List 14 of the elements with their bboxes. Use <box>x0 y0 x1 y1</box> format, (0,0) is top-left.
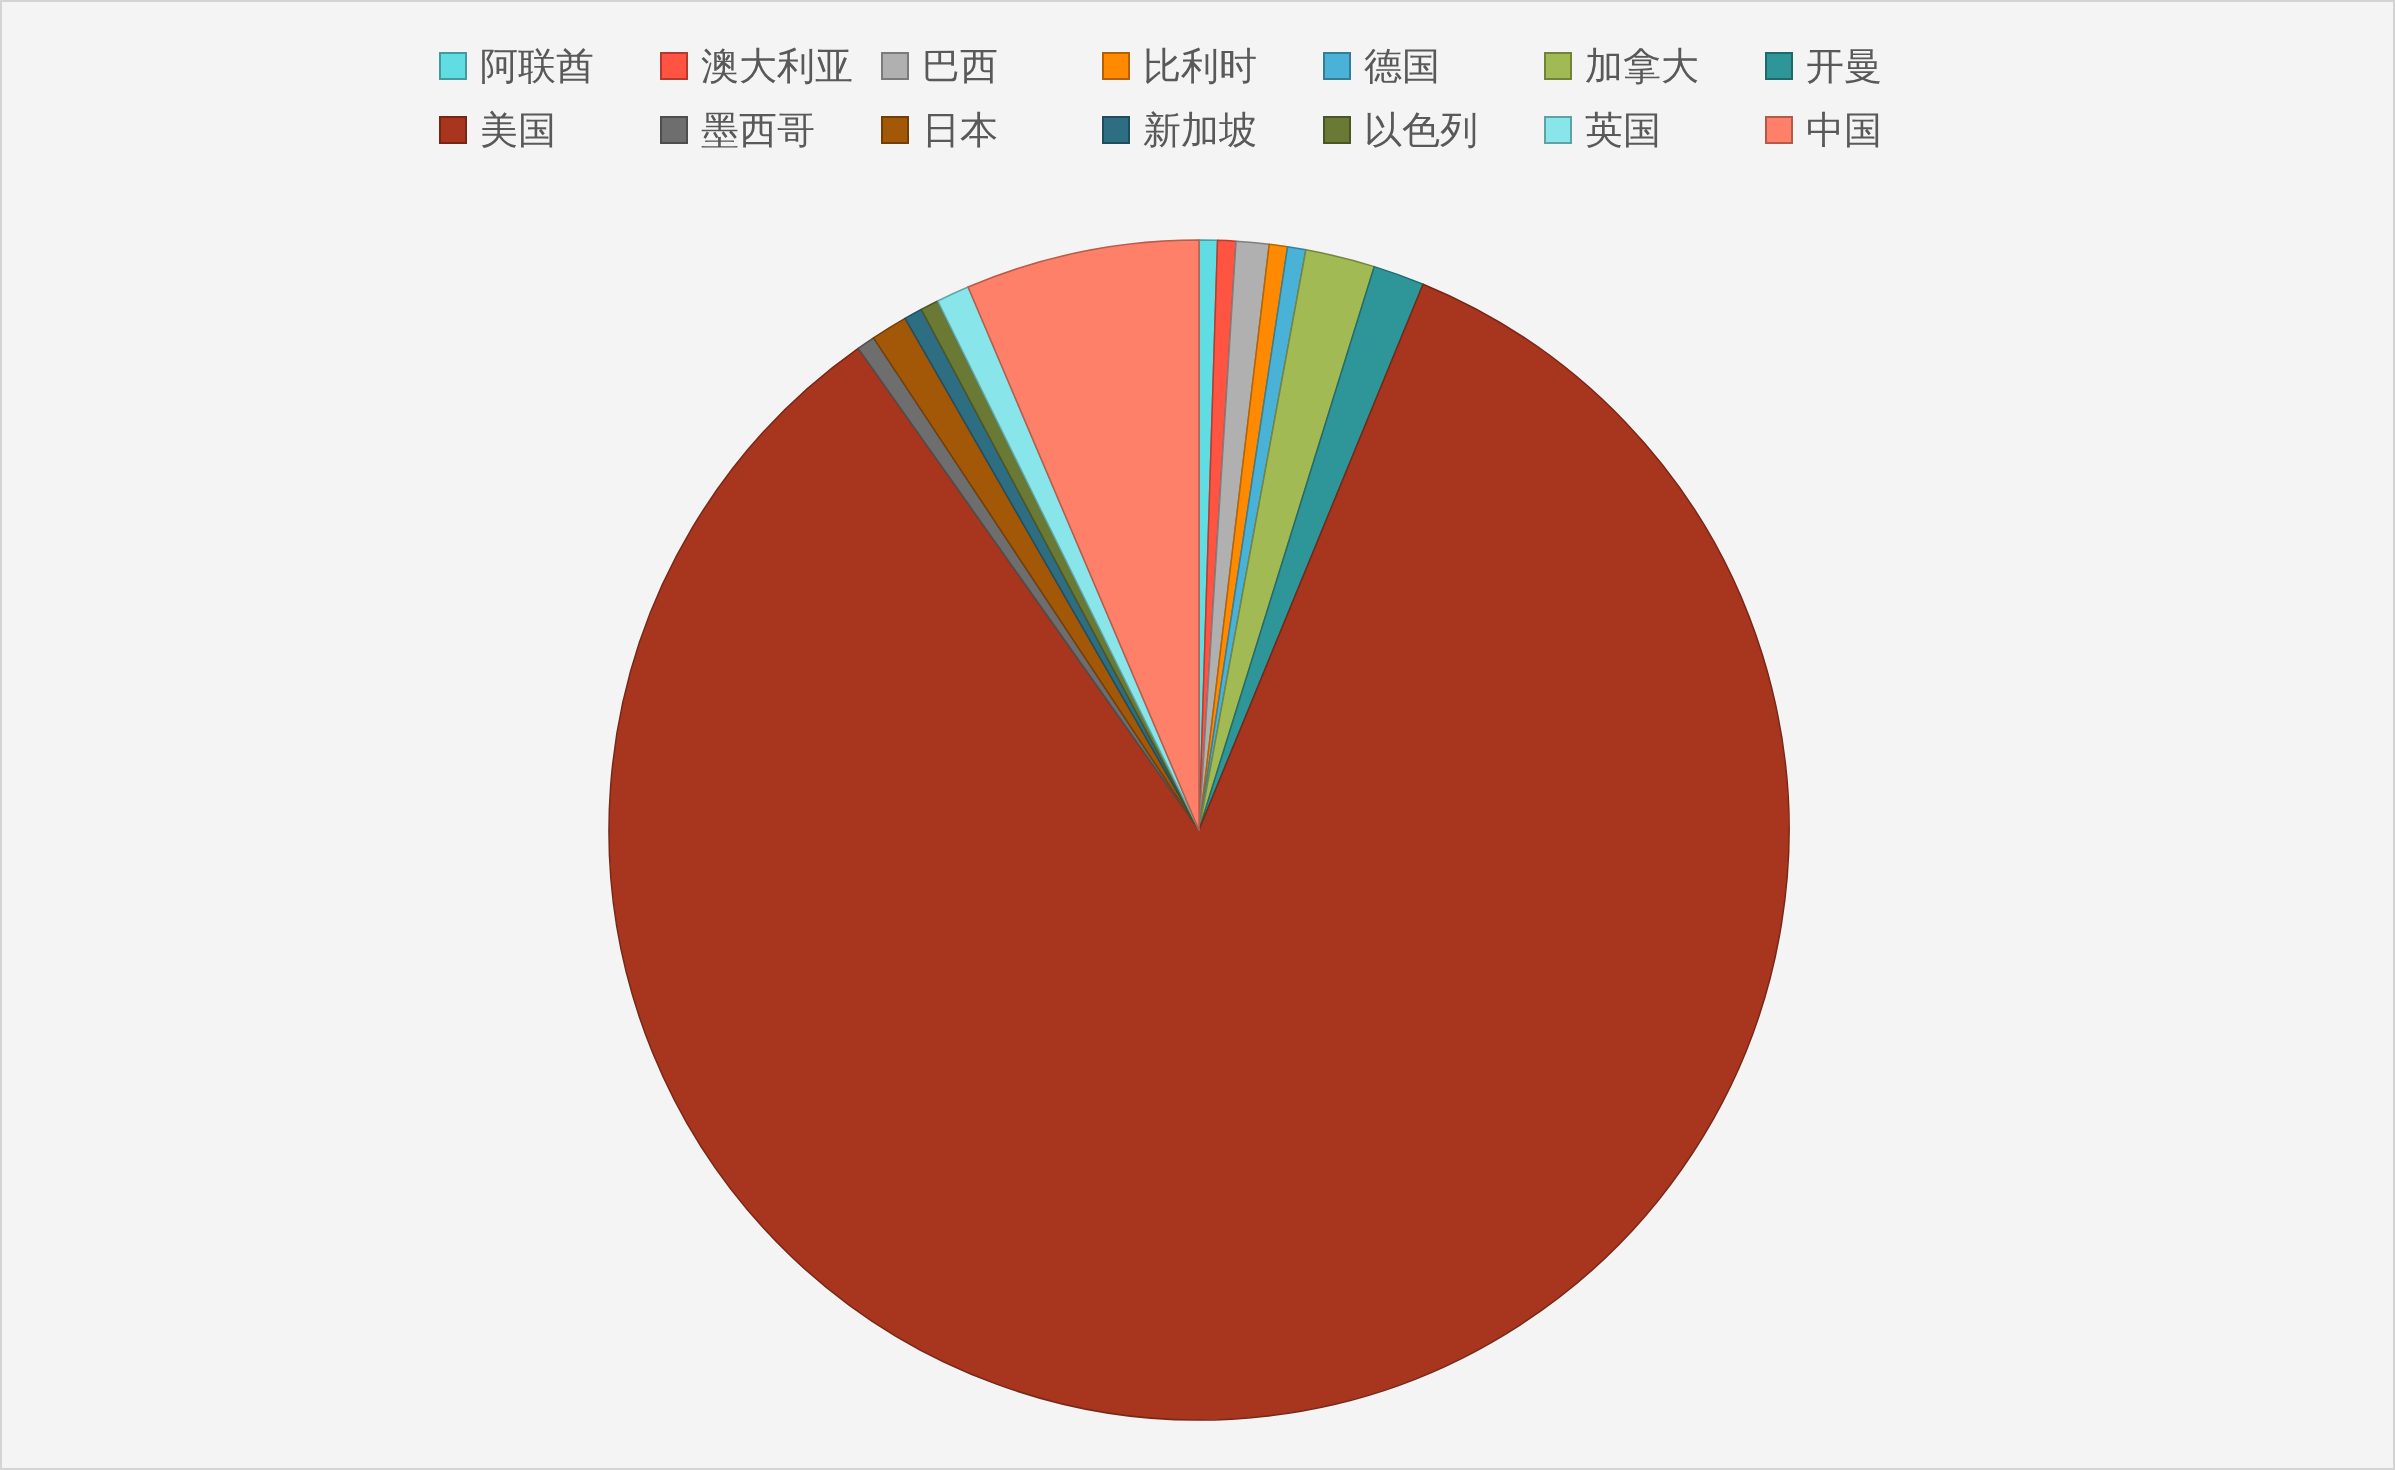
legend-label: 加拿大 <box>1585 45 1699 88</box>
legend-label: 中国 <box>1806 109 1882 152</box>
legend-label: 开曼 <box>1806 45 1882 88</box>
legend-label: 以色列 <box>1364 109 1478 152</box>
legend-label: 墨西哥 <box>701 109 815 152</box>
legend-label: 日本 <box>922 109 998 152</box>
legend-label: 澳大利亚 <box>701 45 853 88</box>
legend-label: 阿联酋 <box>480 45 594 88</box>
legend-label: 英国 <box>1585 109 1661 152</box>
legend-label: 美国 <box>480 109 556 152</box>
legend-label: 新加坡 <box>1143 109 1257 152</box>
legend-label: 比利时 <box>1143 45 1257 88</box>
legend-label: 巴西 <box>922 45 998 88</box>
legend-label: 德国 <box>1364 45 1440 88</box>
